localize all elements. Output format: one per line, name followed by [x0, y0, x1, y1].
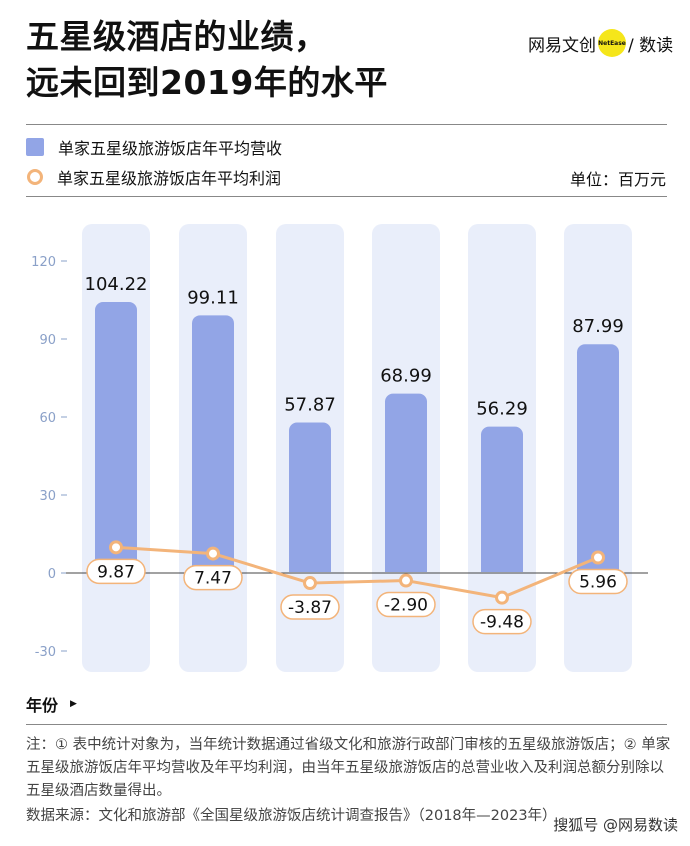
- bar-base-mask: [481, 572, 523, 582]
- bar-value-label: 56.29: [476, 399, 528, 420]
- header-divider: [26, 124, 667, 125]
- bar-value-label: 68.99: [380, 366, 432, 387]
- bar: [577, 344, 619, 581]
- profit-label-bubble: [280, 594, 340, 620]
- x-axis-label: 年份: [26, 696, 59, 715]
- profit-label-bubble: [183, 564, 243, 591]
- y-tick-label: 30: [39, 489, 56, 504]
- y-tick-label: -30: [35, 645, 56, 660]
- legend-line-label: 单家五星级旅游饭店年平均利润: [57, 169, 282, 188]
- legend-bar-swatch: [26, 138, 44, 156]
- y-tick-label: 90: [39, 333, 56, 348]
- profit-label-bubble: [376, 591, 436, 618]
- footnote: 注：① 表中统计对象为，当年统计数据通过省级文化和旅游行政部门审核的五星级旅游饭…: [26, 737, 671, 799]
- bar-value-label: 104.22: [85, 274, 148, 295]
- title-line-2: 远未回到2019年的水平: [26, 63, 388, 102]
- netease-logo-icon: NetEase: [598, 29, 626, 57]
- y-tick-label: 120: [31, 255, 56, 270]
- bar-value-label: 57.87: [284, 395, 336, 416]
- profit-point: [303, 576, 317, 591]
- profit-point: [495, 590, 509, 605]
- legend-divider: [26, 196, 667, 197]
- legend-bar-item: 单家五星级旅游饭店年平均营收: [26, 136, 282, 158]
- profit-value-label: 7.47: [194, 569, 232, 589]
- x-axis-arrow-icon: ▶: [70, 699, 77, 709]
- profit-value-label: 9.87: [97, 562, 135, 582]
- bar-value-label: 87.99: [572, 316, 624, 337]
- profit-value-label: -2.90: [384, 596, 428, 616]
- profit-point: [206, 546, 220, 561]
- y-tick-label: 0: [48, 567, 56, 582]
- bar: [481, 426, 523, 581]
- unit-label: 单位：百万元: [569, 170, 666, 189]
- x-axis-title: 年份 ▶: [26, 692, 77, 716]
- brand-text: 网易文创: [528, 35, 596, 56]
- legend-line-marker: [27, 169, 43, 185]
- profit-label-bubble: [568, 568, 628, 595]
- watermark: 搜狐号 @网易数读: [553, 816, 678, 834]
- brand-suffix: / 数读: [628, 35, 674, 56]
- bar: [385, 393, 427, 581]
- profit-label-bubble: [472, 608, 532, 635]
- profit-label-bubble: [86, 558, 146, 585]
- revenue-profit-chart: -30 0 30 60 90 120 104.22 99.11 57.87 68.99 56.29 8…: [31, 224, 648, 672]
- title-line-1: 五星级酒店的业绩，: [26, 17, 328, 56]
- y-tick-label: 60: [39, 411, 56, 426]
- profit-point: [591, 550, 605, 565]
- profit-line: [115, 545, 599, 600]
- profit-point: [109, 540, 123, 555]
- legend-bar-label: 单家五星级旅游饭店年平均营收: [58, 139, 283, 158]
- profit-point: [399, 573, 413, 588]
- legend-line-item: 单家五星级旅游饭店年平均利润: [26, 166, 281, 188]
- data-source: 数据来源：文化和旅游部《全国星级旅游饭店统计调查报告》（2018年—2023年）: [26, 808, 557, 824]
- bar: [95, 302, 137, 581]
- bar: [192, 315, 234, 581]
- bar-value-label: 99.11: [187, 287, 239, 308]
- profit-value-label: 5.96: [579, 573, 617, 593]
- page-title: 五星级酒店的业绩， 远未回到2019年的水平: [26, 14, 526, 106]
- brand-logo: 网易文创 NetEase / 数读: [528, 28, 673, 58]
- profit-value-label: -3.87: [288, 598, 332, 618]
- profit-value-label: -9.48: [480, 613, 524, 633]
- footer-divider: [26, 724, 667, 725]
- bar: [289, 422, 331, 581]
